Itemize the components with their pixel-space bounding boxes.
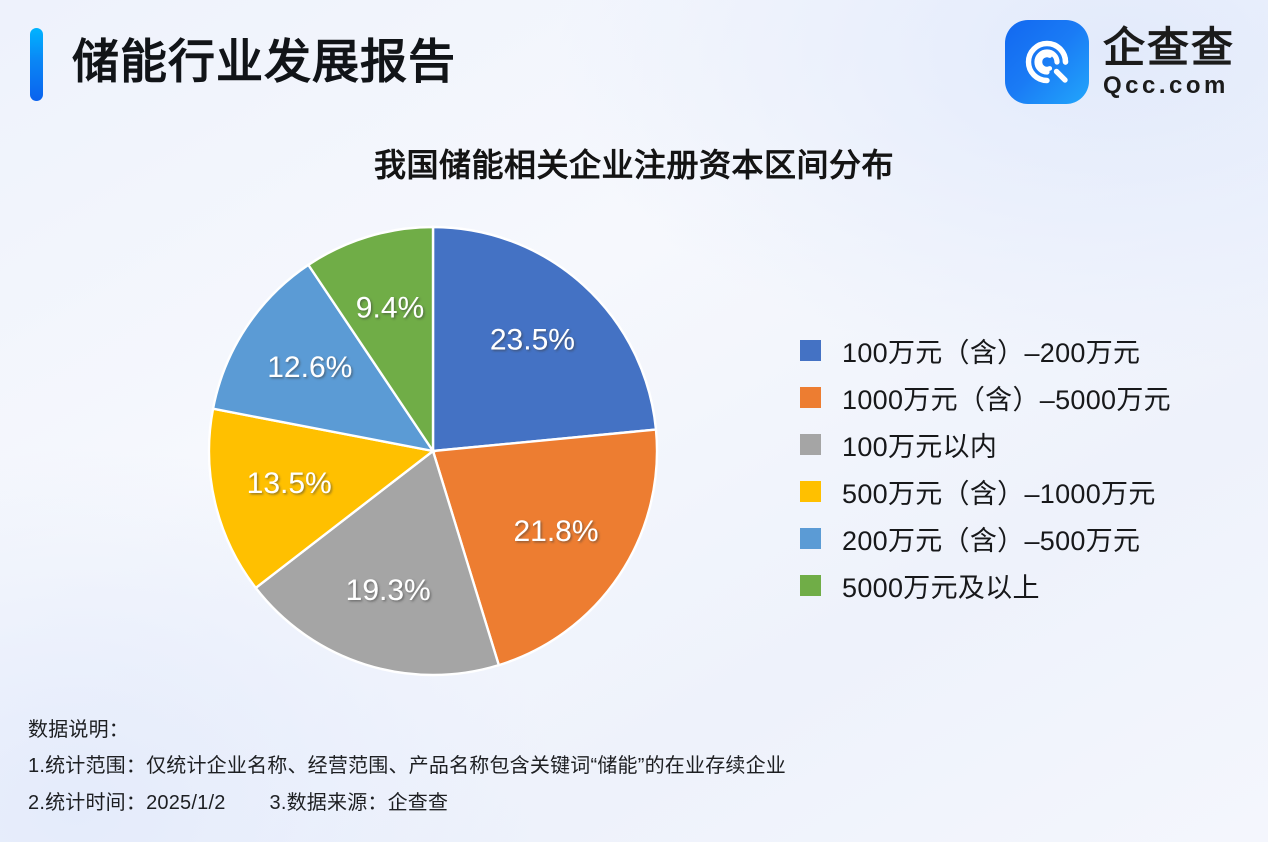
legend-swatch [800,434,821,455]
footer-note-2b: 3.数据来源：企查查 [269,792,449,814]
legend-label: 1000万元（含）–5000万元 [842,385,1171,415]
page-title: 储能行业发展报告 [72,35,456,88]
legend-item[interactable]: 500万元（含）–1000万元 [800,468,1220,515]
pie-slice[interactable] [431,428,659,667]
brand-name-cn: 企查查 [1102,23,1235,71]
pie-slice[interactable] [254,448,501,677]
pie-slice-label: 23.5% [490,324,575,357]
title-accent-bar [30,28,43,101]
qcc-logo-icon [1004,20,1089,104]
pie-slice-label: 12.6% [267,351,352,384]
pie-slice[interactable] [431,225,658,453]
pie-slice-group [207,225,659,677]
pie-label-group: 23.5% 21.8% 19.3% 13.5% 12.6%9.4% [247,291,599,606]
legend-label: 500万元（含）–1000万元 [842,479,1156,509]
legend-item[interactable]: 200万元（含）–500万元 [800,515,1220,562]
chart-title: 我国储能相关企业注册资本区间分布 [373,147,894,183]
chart-legend: 100万元（含）–200万元 1000万元（含）–5000万元 100万元以内 500… [800,327,1220,609]
legend-item[interactable]: 5000万元及以上 [800,562,1220,609]
legend-swatch [800,340,821,361]
footer-note-1: 1.统计范围：仅统计企业名称、经营范围、产品名称包含关键词“储能”的在业存续企业 [28,755,786,777]
pie-slice-label: 9.4% [356,291,424,324]
legend-item[interactable]: 100万元（含）–200万元 [800,327,1220,374]
pie-chart: 23.5% 21.8% 19.3% 13.5% 12.6% 9.4% [207,225,659,677]
footer-heading: 数据说明： [28,719,129,741]
brand-logo[interactable]: 企查查 Qcc.com [1004,20,1235,104]
legend-item[interactable]: 1000万元（含）–5000万元 [800,374,1220,421]
legend-label: 100万元以内 [842,432,998,462]
legend-swatch [800,575,821,596]
pie-slice[interactable] [211,263,436,453]
pie-slice-label: 13.5% [247,467,332,500]
legend-label: 5000万元及以上 [842,573,1040,603]
footer-note-2a: 2.统计时间：2025/1/2 [28,792,226,814]
pie-slice-label: 19.3% [346,574,431,607]
pie-slice-label: 21.8% [513,515,598,548]
footer-note-2: 2.统计时间：2025/1/2 3.数据来源：企查查 [28,785,1208,822]
legend-label: 200万元（含）–500万元 [842,526,1141,556]
legend-item[interactable]: 100万元以内 [800,421,1220,468]
pie-slice[interactable] [207,407,436,590]
legend-swatch [800,528,821,549]
page-header: 储能行业发展报告 企查查 Qcc.com [0,0,1268,128]
brand-wordmark: 企查查 Qcc.com [1102,23,1235,99]
legend-label: 100万元（含）–200万元 [842,338,1141,368]
legend-swatch [800,387,821,408]
footer-notes: 数据说明： 1.统计范围：仅统计企业名称、经营范围、产品名称包含关键词“储能”的… [28,712,1208,822]
legend-swatch [800,481,821,502]
brand-name-en: Qcc.com [1102,71,1229,99]
pie-slice[interactable] [306,225,435,455]
